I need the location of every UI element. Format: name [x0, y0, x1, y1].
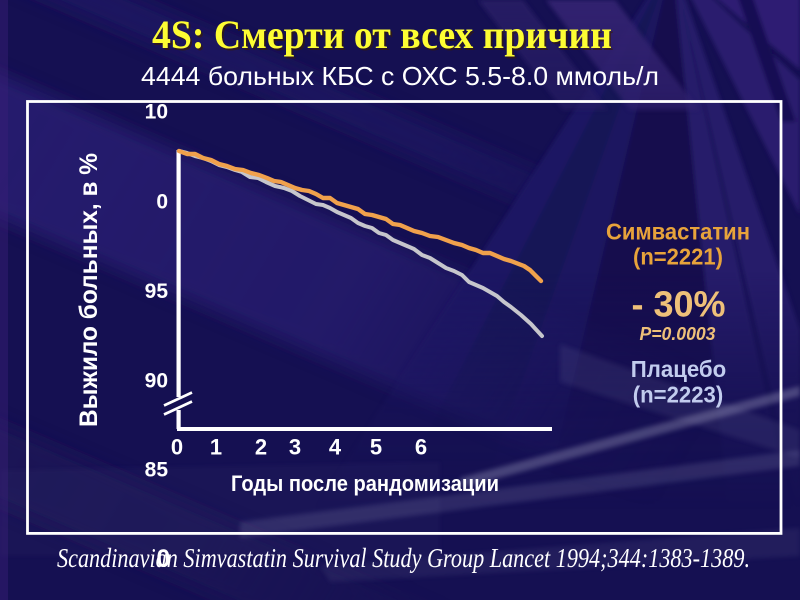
svg-text:5: 5 [370, 435, 382, 460]
svg-text:Плацебо: Плацебо [631, 356, 727, 382]
svg-text:P=0.0003: P=0.0003 [640, 324, 716, 344]
svg-text:0: 0 [156, 191, 168, 214]
svg-text:1: 1 [210, 435, 222, 460]
svg-text:Годы после рандомизации: Годы после рандомизации [231, 471, 499, 496]
svg-text:Выжило больных, в %: Выжило больных, в % [75, 153, 103, 427]
svg-text:4444 больных КБС с ОХС 5.5-8.0: 4444 больных КБС с ОХС 5.5-8.0 ммоль/л [141, 61, 659, 91]
svg-text:(n=2223): (n=2223) [633, 382, 724, 408]
svg-text:95: 95 [145, 280, 169, 303]
svg-text:4S: Смерти от всех причин: 4S: Смерти от всех причин [152, 12, 612, 57]
svg-text:Симвастатин: Симвастатин [606, 219, 750, 245]
svg-text:0: 0 [156, 545, 170, 573]
svg-text:6: 6 [415, 435, 427, 460]
svg-text:0: 0 [171, 435, 183, 460]
svg-text:4: 4 [329, 435, 342, 460]
svg-text:4S: Смерти от всех причин: 4S: Смерти от всех причин [154, 14, 614, 59]
svg-text:Scandinavian Simvastatin Survi: Scandinavian Simvastatin Survival Study … [57, 543, 750, 573]
svg-text:(n=2221): (n=2221) [633, 244, 723, 270]
svg-text:10: 10 [145, 101, 168, 124]
svg-text:85: 85 [145, 459, 169, 482]
svg-text:- 30%: - 30% [632, 284, 726, 325]
svg-text:3: 3 [289, 435, 301, 460]
svg-text:90: 90 [145, 370, 168, 393]
svg-text:2: 2 [255, 435, 267, 460]
